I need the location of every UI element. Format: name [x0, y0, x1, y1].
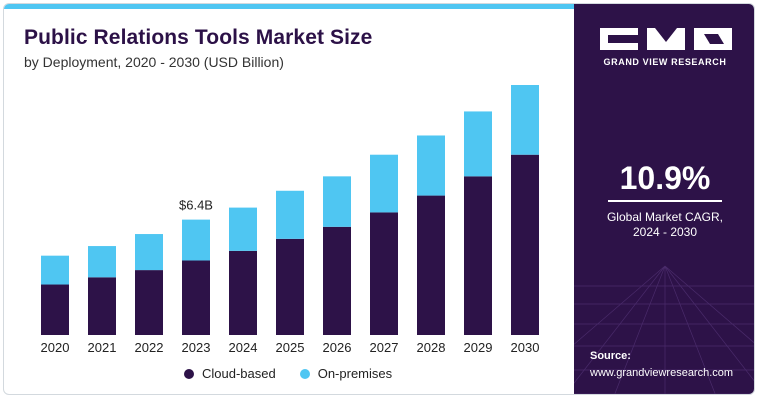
- x-tick-label-2028: 2028: [417, 340, 446, 355]
- x-tick-label-2020: 2020: [41, 340, 70, 355]
- chart-card: Public Relations Tools Market Size by De…: [3, 3, 755, 395]
- x-tick-label-2024: 2024: [229, 340, 258, 355]
- legend: Cloud-based On-premises: [184, 366, 416, 381]
- bar-2030-cloud-based: [511, 154, 539, 335]
- bar-2020-on-premises: [41, 255, 69, 285]
- bar-2029-cloud-based: [464, 176, 492, 335]
- x-tick-label-2023: 2023: [182, 340, 211, 355]
- legend-item-cloud-based: Cloud-based: [184, 366, 276, 381]
- bar-2024-cloud-based: [229, 250, 257, 335]
- chart-title: Public Relations Tools Market Size: [24, 26, 373, 49]
- bar-2020-cloud-based: [41, 284, 69, 335]
- bar-2021-cloud-based: [88, 277, 116, 335]
- bar-2026-cloud-based: [323, 226, 351, 335]
- info-sidebar: GRAND VIEW RESEARCH 10.9% Global Market …: [574, 4, 754, 394]
- x-tick-label-2030: 2030: [511, 340, 540, 355]
- cagr-divider: [608, 200, 722, 202]
- bar-2030-on-premises: [511, 85, 539, 155]
- bar-2022-on-premises: [135, 234, 163, 271]
- bar-2025-on-premises: [276, 190, 304, 239]
- legend-swatch-cloud-based: [184, 368, 194, 379]
- cagr-label-line-1: Global Market CAGR,: [606, 210, 724, 224]
- brand-name: GRAND VIEW RESEARCH: [603, 57, 727, 67]
- source-label: Source:: [590, 350, 631, 362]
- bar-2028-cloud-based: [417, 195, 445, 335]
- x-tick-label-2026: 2026: [323, 340, 352, 355]
- legend-label-cloud-based: Cloud-based: [202, 366, 276, 381]
- bar-2024-on-premises: [229, 207, 257, 251]
- x-tick-label-2029: 2029: [464, 340, 493, 355]
- source-url: www.grandviewresearch.com: [590, 367, 734, 379]
- bar-2023-cloud-based: [182, 260, 210, 335]
- bar-2028-on-premises: [417, 135, 445, 196]
- cagr-label: Global Market CAGR, 2024 - 2030: [574, 210, 754, 240]
- bar-2021-on-premises: [88, 246, 116, 278]
- grid-pattern: [574, 265, 754, 394]
- bar-chart: 2020 2021 2022 $6.4B 2023 2024 2025 2026 2027 202…: [41, 85, 540, 355]
- bar-2023-on-premises: [182, 219, 210, 261]
- bar-2027-cloud-based: [370, 212, 398, 335]
- data-label-2023: $6.4B: [179, 198, 213, 213]
- cagr-label-line-2: 2024 - 2030: [632, 225, 698, 239]
- bar-2027-on-premises: [370, 154, 398, 213]
- cagr-value: 10.9%: [619, 160, 711, 196]
- legend-item-on-premises: On-premises: [299, 366, 393, 381]
- grand-view-research-logo: [600, 28, 732, 50]
- chart-subtitle: by Deployment, 2020 - 2030 (USD Billion): [24, 54, 284, 70]
- legend-swatch-on-premises: [299, 368, 310, 379]
- bar-2022-cloud-based: [135, 270, 163, 335]
- bar-2026-on-premises: [323, 176, 351, 227]
- accent-strip: [4, 4, 574, 9]
- bar-2025-cloud-based: [276, 238, 304, 335]
- legend-label-on-premises: On-premises: [317, 366, 393, 381]
- x-tick-label-2021: 2021: [88, 340, 117, 355]
- bar-2029-on-premises: [464, 111, 492, 177]
- x-tick-label-2025: 2025: [276, 340, 305, 355]
- x-tick-label-2027: 2027: [370, 340, 399, 355]
- x-tick-label-2022: 2022: [135, 340, 164, 355]
